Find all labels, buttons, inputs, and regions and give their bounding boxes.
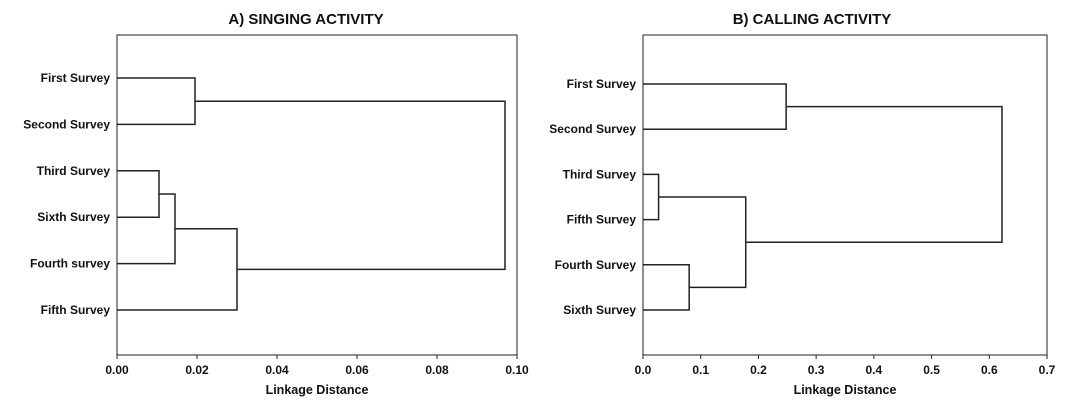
x-axis-label: Linkage Distance — [266, 383, 369, 397]
x-tick-label: 0.0 — [635, 363, 652, 377]
leaf-label: First Survey — [567, 77, 637, 91]
dendrogram-link — [195, 100, 506, 271]
x-tick-label: 0.2 — [750, 363, 767, 377]
leaf-label: Third Survey — [563, 167, 637, 181]
leaf-label: Second Survey — [549, 122, 636, 136]
leaf-label: Fourth Survey — [555, 258, 637, 272]
x-tick-label: 0.4 — [866, 363, 883, 377]
x-tick-label: 0.00 — [105, 363, 129, 377]
x-tick-label: 0.7 — [1039, 363, 1056, 377]
dendrogram-link — [643, 173, 660, 221]
x-tick-label: 0.04 — [265, 363, 289, 377]
x-tick-label: 0.06 — [345, 363, 369, 377]
leaf-label: Second Survey — [23, 117, 110, 131]
plot-frame — [642, 34, 1048, 356]
x-tick-label: 0.3 — [808, 363, 825, 377]
leaf-label: First Survey — [41, 71, 111, 85]
dendrogram-link — [643, 264, 690, 311]
panel-singing: A) SINGING ACTIVITY 0.00 0.02 0.04 0.06 0.08 0… — [23, 11, 529, 397]
panel-calling: B) CALLING ACTIVITY 0.0 0.1 0.2 0.3 0.4 0.5 0.6… — [549, 11, 1055, 397]
dendrogram-link — [117, 228, 238, 311]
leaf-label: Third Survey — [37, 164, 111, 178]
leaf-label: Fourth survey — [30, 257, 110, 271]
x-tick-label: 0.6 — [981, 363, 998, 377]
dendrogram-link — [117, 77, 196, 126]
leaf-label: Fifth Survey — [567, 213, 637, 227]
leaf-label: Sixth Survey — [563, 303, 636, 317]
x-tick-label: 0.02 — [185, 363, 209, 377]
chart-title: B) CALLING ACTIVITY — [733, 11, 892, 28]
x-tick-label: 0.5 — [923, 363, 940, 377]
plot-frame — [116, 34, 518, 356]
leaf-label: Sixth Survey — [37, 210, 110, 224]
x-tick-label: 0.1 — [692, 363, 709, 377]
x-axis-label: Linkage Distance — [794, 383, 897, 397]
dendrogram-link — [658, 196, 747, 289]
chart-title: A) SINGING ACTIVITY — [228, 11, 383, 28]
dendrogram-link — [643, 83, 787, 130]
dendrogram-link — [117, 193, 176, 265]
x-tick-label: 0.10 — [505, 363, 529, 377]
dendrogram-link — [745, 105, 1003, 243]
dendrogram-link — [117, 170, 160, 218]
leaf-label: Fifth Survey — [41, 303, 111, 317]
x-tick-label: 0.08 — [425, 363, 449, 377]
